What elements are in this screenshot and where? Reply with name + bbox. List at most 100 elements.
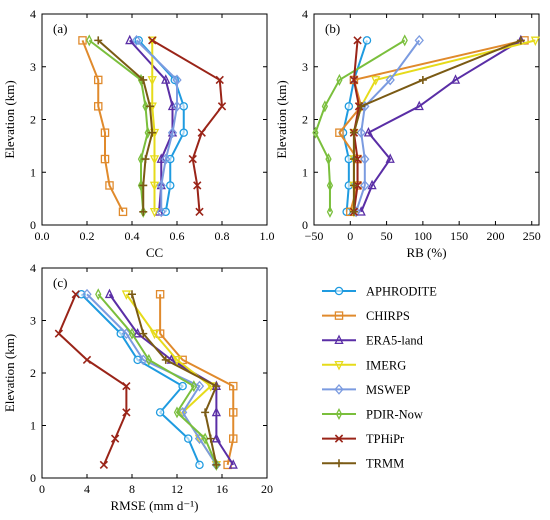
data-point-chirps (105, 181, 114, 190)
data-point-tphipr (54, 329, 64, 338)
legend-entry-tphipr: TPHiPr (322, 432, 405, 446)
legend-marker (334, 334, 344, 345)
data-point-era5-land (385, 153, 395, 163)
data-point-chirps (228, 381, 238, 391)
y-tick-label: 1 (302, 165, 308, 179)
panel-label: (b) (325, 21, 340, 36)
series-line-pdir-now (314, 39, 406, 212)
data-point-trmm (206, 434, 215, 443)
series-line-chirps (81, 40, 124, 213)
legend-label: CHIRPS (366, 309, 410, 323)
series-line-era5-land (360, 39, 522, 213)
series-line-chirps (159, 294, 235, 466)
data-point-tphipr (110, 434, 120, 443)
data-point-mswep (385, 74, 395, 86)
data-point-imerg (147, 76, 157, 86)
series-line-mswep (86, 293, 218, 466)
data-point-era5-land (228, 459, 238, 469)
data-point-mswep (82, 288, 92, 300)
data-point-mswep (167, 127, 178, 139)
data-point-aphrodite (155, 408, 165, 417)
data-point-mswep (138, 354, 148, 366)
x-tick-label: 0.2 (80, 229, 95, 243)
y-tick-label: 2 (30, 113, 36, 127)
data-point-imerg (172, 356, 182, 366)
y-axis-label: Elevation (km) (2, 334, 17, 412)
data-point-trmm (139, 181, 148, 190)
data-point-pdir-now (137, 153, 145, 166)
data-point-chirps (100, 154, 110, 164)
data-point-imerg (177, 408, 188, 419)
data-point-era5-land (104, 288, 115, 299)
x-axis-label: CC (146, 245, 163, 260)
data-point-trmm (349, 181, 358, 190)
y-tick-label: 3 (302, 60, 308, 74)
x-tick-label: −50 (305, 229, 324, 243)
series-line-trmm (352, 39, 522, 212)
data-point-chirps (94, 75, 103, 85)
legend-label: ERA5-land (366, 334, 424, 348)
data-point-chirps (94, 102, 103, 111)
x-tick-label: 1.0 (260, 229, 275, 243)
legend-marker (335, 407, 343, 421)
data-point-trmm (349, 128, 358, 137)
series-mswep (131, 34, 182, 218)
x-tick-label: 16 (216, 482, 228, 496)
data-point-trmm (139, 329, 148, 338)
data-point-era5-land (414, 100, 424, 111)
data-point-aphrodite (179, 128, 188, 137)
legend: APHRODITE CHIRPS ERA5-land IMERG MSWEP PDIR-N… (322, 285, 437, 471)
legend-entry-trmm: TRMM (322, 457, 404, 471)
data-point-aphrodite (183, 434, 193, 443)
x-tick-label: 0.8 (215, 229, 230, 243)
data-point-trmm (94, 36, 103, 45)
series-mswep (351, 34, 424, 218)
legend-marker (335, 459, 343, 468)
data-point-imerg (149, 207, 160, 218)
series-line-mswep (355, 39, 421, 213)
data-point-aphrodite (178, 381, 187, 391)
x-tick-label: 250 (523, 229, 541, 243)
data-point-tphipr (349, 75, 359, 85)
data-point-trmm (516, 36, 525, 45)
x-tick-label: 8 (129, 482, 135, 496)
data-point-trmm (357, 102, 366, 111)
data-point-trmm (349, 207, 358, 216)
data-point-trmm (201, 408, 210, 417)
series-tphipr (148, 36, 227, 216)
data-point-aphrodite (165, 181, 175, 190)
data-point-pdir-now (144, 126, 151, 139)
y-axis-label: Elevation (km) (2, 80, 17, 158)
data-point-pdir-now (336, 73, 343, 86)
legend-marker (334, 286, 344, 296)
data-point-aphrodite (362, 36, 372, 45)
legend-label: TPHiPr (366, 432, 405, 446)
x-tick-label: 0 (39, 482, 45, 496)
x-tick-label: 0.0 (35, 229, 50, 243)
data-point-mswep (194, 380, 205, 392)
data-point-chirps (118, 207, 128, 217)
series-pdir-now (95, 288, 220, 471)
y-tick-label: 2 (302, 113, 308, 127)
series-trmm (349, 36, 525, 216)
y-tick-label: 4 (30, 261, 36, 275)
x-tick-label: 150 (450, 229, 468, 243)
data-point-pdir-now (401, 34, 408, 47)
y-tick-label: 2 (30, 366, 36, 380)
data-point-tphipr (188, 154, 197, 164)
series-chirps (155, 289, 238, 470)
data-point-aphrodite (77, 289, 86, 299)
data-point-mswep (194, 433, 205, 445)
data-point-mswep (156, 206, 166, 218)
x-axis-label: RMSE (mm d⁻¹) (110, 498, 198, 513)
data-point-mswep (131, 34, 142, 46)
data-point-tphipr (195, 207, 204, 216)
data-point-imerg (149, 329, 160, 340)
panel-label: (c) (53, 275, 67, 290)
x-tick-label: 200 (486, 229, 504, 243)
data-point-trmm (146, 102, 154, 111)
data-point-era5-land (125, 34, 135, 45)
y-tick-label: 1 (30, 419, 36, 433)
y-tick-label: 0 (30, 218, 36, 232)
